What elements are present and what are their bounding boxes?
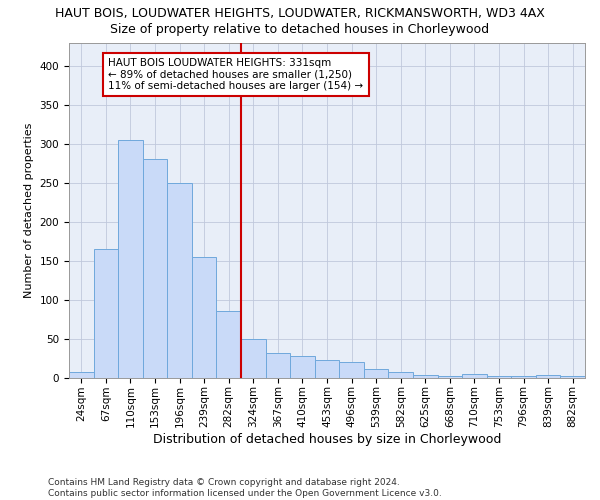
Bar [217, 312, 241, 378]
Text: HAUT BOIS LOUDWATER HEIGHTS: 331sqm
← 89% of detached houses are smaller (1,250): HAUT BOIS LOUDWATER HEIGHTS: 331sqm ← 89… [109, 58, 364, 92]
Bar [266, 352, 290, 378]
Bar [511, 376, 536, 378]
Bar [167, 182, 192, 378]
X-axis label: Distribution of detached houses by size in Chorleywood: Distribution of detached houses by size … [153, 433, 501, 446]
Y-axis label: Number of detached properties: Number of detached properties [24, 122, 34, 298]
Text: HAUT BOIS, LOUDWATER HEIGHTS, LOUDWATER, RICKMANSWORTH, WD3 4AX: HAUT BOIS, LOUDWATER HEIGHTS, LOUDWATER,… [55, 8, 545, 20]
Bar [241, 338, 266, 378]
Bar [118, 140, 143, 378]
Bar [315, 360, 339, 378]
Text: Contains HM Land Registry data © Crown copyright and database right 2024.
Contai: Contains HM Land Registry data © Crown c… [48, 478, 442, 498]
Bar [192, 256, 217, 378]
Bar [69, 372, 94, 378]
Bar [339, 362, 364, 378]
Bar [290, 356, 315, 378]
Bar [437, 376, 462, 378]
Bar [560, 376, 585, 378]
Bar [413, 375, 437, 378]
Bar [388, 372, 413, 378]
Bar [536, 375, 560, 378]
Bar [364, 369, 388, 378]
Bar [143, 160, 167, 378]
Text: Size of property relative to detached houses in Chorleywood: Size of property relative to detached ho… [110, 22, 490, 36]
Bar [487, 376, 511, 378]
Bar [462, 374, 487, 378]
Bar [94, 249, 118, 378]
